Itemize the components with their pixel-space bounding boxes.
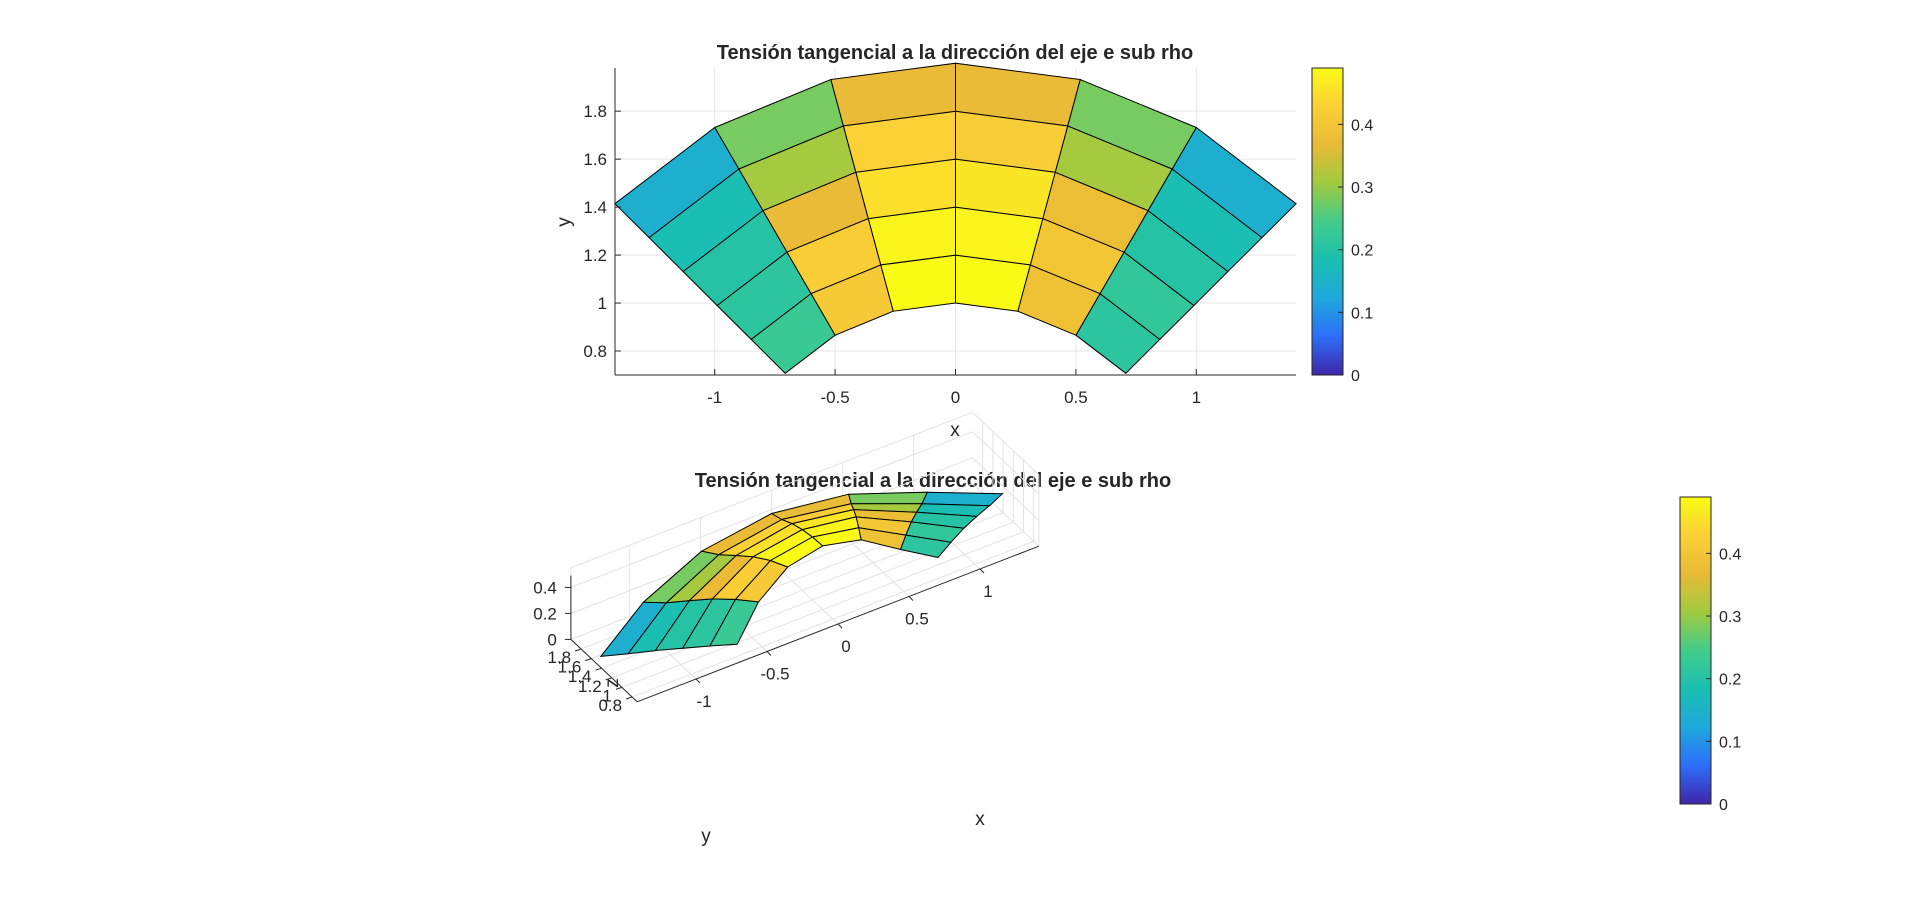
bottom-y-tick-label: 1.2 bbox=[578, 677, 602, 696]
top-plot-xlabel: x bbox=[950, 420, 960, 441]
bottom-y-tick-mark bbox=[625, 696, 633, 700]
bottom-plot-axes bbox=[564, 545, 1039, 703]
bottom-y-tick-mark bbox=[615, 686, 623, 690]
top-colorbar-bar bbox=[1311, 67, 1344, 376]
bottom-y-tick-label: 1.8 bbox=[547, 648, 571, 667]
bottom-plot-surface bbox=[599, 491, 1004, 658]
bottom-colorbar-tick-label: 0.2 bbox=[1719, 672, 1741, 689]
bottom-z-tick-label: 0 bbox=[547, 630, 556, 649]
bottom-grid-side-z bbox=[972, 457, 1040, 521]
bottom-colorbar-tick-label: 0.1 bbox=[1719, 734, 1741, 751]
bottom-box-edge bbox=[972, 411, 1040, 476]
bottom-x-tick-label: 0.5 bbox=[905, 610, 929, 629]
bottom-y-tick-label: 0.8 bbox=[598, 696, 622, 715]
bottom-colorbar: 0 0.1 0.2 0.3 0.4 bbox=[1679, 496, 1741, 814]
bottom-z-tick-label: 0.2 bbox=[533, 604, 557, 623]
bottom-colorbar-ticks: 0 0.1 0.2 0.3 0.4 bbox=[1706, 546, 1741, 814]
top-x-tick-label: 1 bbox=[1192, 388, 1201, 407]
top-colorbar-tick-label: 0.3 bbox=[1351, 180, 1373, 197]
bottom-grid-side-z bbox=[972, 431, 1040, 495]
bottom-y-tick-label: 1.4 bbox=[568, 667, 592, 686]
bottom-x-tick-mark bbox=[837, 623, 843, 629]
top-colorbar-tick-label: 0.2 bbox=[1351, 243, 1373, 260]
bottom-y-tick-mark bbox=[595, 667, 602, 671]
bottom-colorbar-tick-label: 0 bbox=[1719, 797, 1728, 814]
bottom-x-tick-mark bbox=[908, 596, 914, 601]
bottom-x-tick-label: -1 bbox=[696, 692, 711, 711]
top-colorbar-tick-label: 0 bbox=[1351, 368, 1360, 385]
top-y-tick-label: 1.6 bbox=[583, 150, 607, 169]
bottom-plot-xlabel: x bbox=[975, 809, 985, 830]
bottom-surface-cell bbox=[848, 491, 929, 505]
bottom-plot-zlabel: z bbox=[602, 678, 623, 688]
bottom-y-tick-mark bbox=[605, 677, 612, 681]
bottom-colorbar-tick-label: 0.3 bbox=[1719, 609, 1741, 626]
top-y-tick-label: 0.8 bbox=[583, 342, 607, 361]
bottom-y-tick-mark bbox=[585, 658, 592, 662]
bottom-x-tick-mark bbox=[766, 651, 772, 656]
top-colorbar-tick-label: 0.4 bbox=[1351, 117, 1373, 134]
top-x-tick-label: 0 bbox=[951, 388, 960, 407]
top-colorbar: 0 0.1 0.2 0.3 0.4 bbox=[1311, 67, 1373, 385]
bottom-y-tick-mark bbox=[574, 648, 582, 652]
top-y-tick-label: 1 bbox=[598, 294, 607, 313]
top-plot-title: Tensión tangencial a la dirección del ej… bbox=[717, 42, 1193, 64]
bottom-surface-cell bbox=[899, 534, 952, 559]
top-x-tick-label: -1 bbox=[707, 388, 722, 407]
bottom-x-tick-label: -0.5 bbox=[760, 665, 789, 684]
bottom-grid-back-z bbox=[570, 431, 973, 588]
bottom-z-tick-label: 0.4 bbox=[533, 578, 557, 597]
bottom-y-axis-line bbox=[570, 639, 638, 703]
bottom-plot-tick-labels: -1-0.500.510.811.21.41.61.800.20.4 bbox=[533, 578, 992, 715]
top-plot-ylabel: y bbox=[554, 217, 575, 227]
bottom-x-tick-mark bbox=[979, 568, 985, 574]
bottom-surface-plot-3d: Tensión tangencial a la dirección del ej… bbox=[533, 411, 1171, 847]
bottom-plot-title: Tensión tangencial a la dirección del ej… bbox=[695, 470, 1171, 492]
top-colorbar-tick-label: 0.1 bbox=[1351, 305, 1373, 322]
bottom-x-tick-label: 0 bbox=[841, 637, 850, 656]
bottom-grid-floor-x bbox=[842, 533, 910, 597]
top-y-tick-label: 1.2 bbox=[583, 246, 607, 265]
bottom-box-edge bbox=[570, 411, 973, 569]
bottom-x-tick-label: 1 bbox=[983, 582, 992, 601]
bottom-plot-ylabel: y bbox=[701, 826, 711, 847]
top-plot-cells bbox=[614, 62, 1297, 374]
bottom-colorbar-bar bbox=[1679, 496, 1712, 805]
top-plot-axes bbox=[614, 68, 1296, 376]
top-y-tick-label: 1.8 bbox=[583, 102, 607, 121]
top-x-tick-label: -0.5 bbox=[820, 388, 849, 407]
bottom-y-tick-label: 1.6 bbox=[558, 658, 582, 677]
bottom-grid-floor-y bbox=[631, 540, 1034, 698]
top-plot-tick-labels: -1 -0.5 0 0.5 1 0.8 1 1.2 1.4 1.6 1.8 bbox=[583, 102, 1201, 407]
top-surface-plot-2d: Tensión tangencial a la dirección del ej… bbox=[554, 42, 1297, 441]
bottom-y-tick-label: 1 bbox=[602, 686, 611, 705]
top-x-tick-label: 0.5 bbox=[1064, 388, 1088, 407]
bottom-grid-floor-y bbox=[621, 531, 1024, 688]
top-y-tick-label: 1.4 bbox=[583, 198, 607, 217]
bottom-x-tick-mark bbox=[695, 678, 701, 684]
bottom-colorbar-tick-label: 0.4 bbox=[1719, 546, 1741, 563]
top-colorbar-ticks: 0 0.1 0.2 0.3 0.4 bbox=[1338, 117, 1373, 385]
